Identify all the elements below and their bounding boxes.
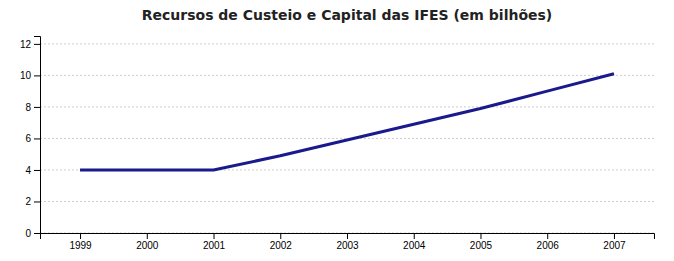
y-tick-label: 6 xyxy=(25,133,31,144)
plot-area xyxy=(80,74,614,170)
chart-svg: 1999 2000 2001 2002 2003 2004 2005 2006 2007 0 2 4 6… xyxy=(0,0,674,261)
y-tick-label: 0 xyxy=(25,228,31,239)
x-tick-label: 2003 xyxy=(336,240,359,251)
x-tick: 2000 xyxy=(136,233,159,251)
y-tick: 0 xyxy=(25,228,40,239)
y-tick-label: 8 xyxy=(25,102,31,113)
grid-line xyxy=(40,75,654,76)
x-axis-line xyxy=(41,234,655,240)
y-tick-mark xyxy=(34,170,40,171)
x-tick: 2002 xyxy=(270,233,293,251)
y-axis: 0 2 4 6 8 10 12 xyxy=(20,37,41,239)
x-tick: 2004 xyxy=(403,233,426,251)
y-tick: 2 xyxy=(25,196,40,207)
data-line xyxy=(80,74,614,170)
y-tick-label: 4 xyxy=(25,165,31,176)
x-axis: 1999 2000 2001 2002 2003 2004 2005 2006 2007 xyxy=(41,233,655,251)
y-tick: 10 xyxy=(20,70,40,81)
x-tick-mark xyxy=(614,233,615,239)
x-tick: 2006 xyxy=(537,233,560,251)
y-tick: 4 xyxy=(25,165,40,176)
x-tick-mark xyxy=(480,233,481,239)
x-tick-mark xyxy=(214,233,215,239)
x-tick-mark xyxy=(280,233,281,239)
x-tick-label: 1999 xyxy=(69,240,92,251)
y-tick: 12 xyxy=(20,39,40,50)
x-tick-label: 2004 xyxy=(403,240,426,251)
x-tick-label: 2005 xyxy=(470,240,493,251)
grid-line xyxy=(40,201,654,202)
x-tick-mark xyxy=(347,233,348,239)
y-tick-mark xyxy=(34,107,40,108)
x-tick-label: 2002 xyxy=(270,240,293,251)
x-tick: 2005 xyxy=(470,233,493,251)
y-tick: 6 xyxy=(25,133,40,144)
x-tick-label: 2006 xyxy=(537,240,560,251)
x-tick: 1999 xyxy=(69,233,92,251)
grid-line xyxy=(40,106,654,107)
y-tick-mark xyxy=(34,44,40,45)
y-tick-mark xyxy=(34,75,40,76)
x-tick-mark xyxy=(414,233,415,239)
y-tick-mark xyxy=(34,233,40,234)
x-tick-label: 2001 xyxy=(203,240,226,251)
y-tick-label: 2 xyxy=(25,196,31,207)
chart-title: Recursos de Custeio e Capital das IFES (… xyxy=(142,7,553,23)
grid xyxy=(40,44,654,233)
x-tick: 2003 xyxy=(336,233,359,251)
x-tick-mark xyxy=(147,233,148,239)
y-tick: 8 xyxy=(25,102,40,113)
x-tick: 2007 xyxy=(603,233,626,251)
y-tick-label: 12 xyxy=(20,39,32,50)
grid-line xyxy=(40,43,654,44)
y-tick-label: 10 xyxy=(20,70,32,81)
x-tick: 2001 xyxy=(203,233,226,251)
y-tick-mark xyxy=(34,138,40,139)
x-tick-label: 2007 xyxy=(603,240,626,251)
x-tick-mark xyxy=(80,233,81,239)
x-tick-mark xyxy=(547,233,548,239)
y-axis-line xyxy=(34,37,41,234)
x-tick-label: 2000 xyxy=(136,240,159,251)
y-tick-mark xyxy=(34,201,40,202)
